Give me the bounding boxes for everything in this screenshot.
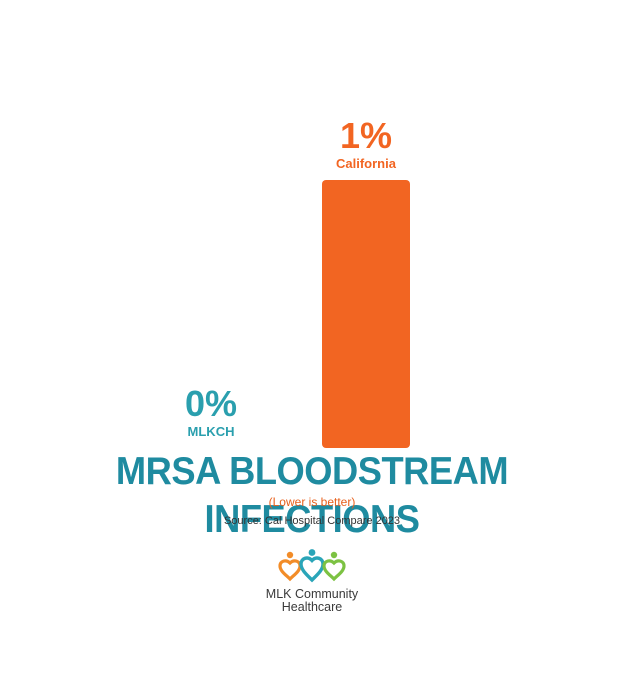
people-hearts-icon xyxy=(278,549,346,583)
category-label: MLKCH xyxy=(188,424,235,439)
logo-line2: Healthcare xyxy=(281,600,343,614)
value-label: 1% xyxy=(340,115,392,156)
chart-subtitle: (Lower is better) xyxy=(268,495,356,509)
source-note: Source: Cal Hospital Compare 2023 xyxy=(223,515,401,527)
mlk-logo: MLK Community Healthcare xyxy=(262,548,362,614)
category-label: California xyxy=(336,156,397,171)
value-label: 0% xyxy=(185,383,237,424)
logo-line1: MLK Community xyxy=(265,587,359,601)
bar-chart: 0%MLKCH 1%California xyxy=(185,115,410,448)
bar-california xyxy=(322,180,410,448)
chart-title: MRSA BLOODSTREAM INFECTIONS xyxy=(115,450,509,541)
